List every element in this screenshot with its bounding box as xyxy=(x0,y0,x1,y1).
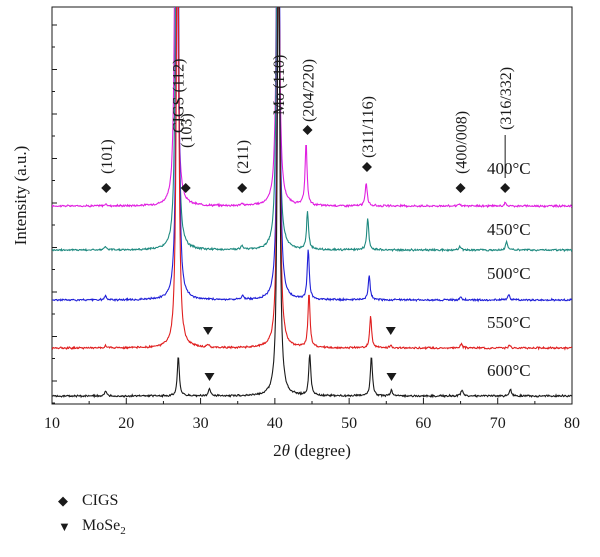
cigs-marker xyxy=(455,183,466,193)
cigs-marker xyxy=(237,183,248,193)
peak-label: (101) xyxy=(99,139,116,174)
mose2-marker xyxy=(203,327,213,335)
series-trace-3 xyxy=(52,7,572,351)
peak-label: (204/220) xyxy=(301,59,318,122)
cigs-marker xyxy=(302,125,313,135)
cigs-marker xyxy=(500,183,511,193)
axes: 10 20 30 40 50 60 70 80 2θ (degree) Intensity (a.… xyxy=(11,24,580,460)
peak-label: (103) xyxy=(179,113,196,148)
legend-item-cigs: ◆ CIGS xyxy=(58,488,126,514)
cigs-marker xyxy=(361,162,372,172)
diamond-icon: ◆ xyxy=(58,493,68,508)
x-tick-label: 80 xyxy=(564,415,580,432)
series-label: 500°C xyxy=(487,264,531,283)
cigs-marker xyxy=(101,183,112,193)
series-labels: 400°C 450°C 500°C 550°C 600°C xyxy=(487,159,531,380)
legend: ◆ CIGS ▼ MoSe2 xyxy=(58,488,126,540)
cigs-marker xyxy=(180,183,191,193)
legend-item-mose2: ▼ MoSe2 xyxy=(58,514,126,540)
peak-annotations: (101) CIGS (112)(103) (211) Mo (110) (204/22… xyxy=(99,55,515,381)
x-axis-label: 2θ (degree) xyxy=(273,441,351,460)
peak-label: (311/116) xyxy=(360,96,377,158)
series-trace-2 xyxy=(52,7,572,303)
x-tick-label: 10 xyxy=(44,415,60,432)
x-tick-label: 50 xyxy=(341,415,357,432)
peak-label: (316/332) xyxy=(498,67,515,130)
x-tick-label: 40 xyxy=(267,415,283,432)
x-tick-label: 70 xyxy=(490,415,506,432)
peak-label: Mo (110) xyxy=(271,55,288,115)
x-tick-label: 30 xyxy=(193,415,209,432)
series-label: 550°C xyxy=(487,313,531,332)
traces xyxy=(52,7,572,399)
mose2-marker xyxy=(385,327,396,335)
peak-label: (400/008) xyxy=(454,111,471,174)
xrd-chart: 10 20 30 40 50 60 70 80 2θ (degree) Intensity (a.… xyxy=(11,6,580,460)
series-label: 450°C xyxy=(487,220,531,239)
series-label: 600°C xyxy=(487,361,531,380)
series-trace-0 xyxy=(52,7,572,209)
triangle-down-icon: ▼ xyxy=(58,519,71,534)
legend-label: CIGS xyxy=(82,492,119,509)
series-trace-1 xyxy=(52,7,572,253)
x-tick-label: 20 xyxy=(118,415,134,432)
series-label: 400°C xyxy=(487,159,531,178)
mose2-marker xyxy=(386,373,397,381)
x-tick-label: 60 xyxy=(415,415,431,432)
y-axis-label: Intensity (a.u.) xyxy=(11,146,30,246)
legend-label: MoSe2 xyxy=(82,516,126,538)
peak-label: (211) xyxy=(235,140,252,174)
mose2-marker xyxy=(204,373,215,381)
peak-label: CIGS (112) xyxy=(171,58,188,133)
series-trace-4 xyxy=(52,7,572,399)
